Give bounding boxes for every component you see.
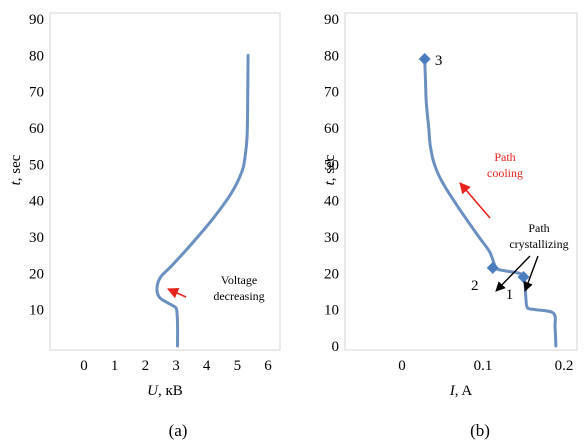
x-tick-label: 6 <box>264 358 272 374</box>
annotation-text: Voltage <box>221 273 257 287</box>
y-tick-label: 30 <box>324 230 339 246</box>
series-line <box>423 57 558 348</box>
y-axis-label: t, sec <box>322 154 338 185</box>
panel-b-chart: 0 10 20 30 40 50 60 70 80 90 0 0.1 0.2 t, sec I, A (b) 1… <box>322 12 578 440</box>
y-tick-label: 20 <box>324 266 339 282</box>
y-tick-label: 40 <box>324 194 339 210</box>
x-tick-label: 1 <box>111 358 119 374</box>
annotation-path-cooling: Path cooling <box>459 150 523 219</box>
x-tick-label: 2 <box>142 358 150 374</box>
y-axis-label-unit: , sec <box>8 154 24 181</box>
plot-frame <box>344 12 578 351</box>
annotation-text: Path <box>494 150 515 164</box>
annotation-path-crystallizing: Path crystallizing <box>495 221 569 292</box>
annotation-voltage-decreasing: Voltage decreasing <box>166 273 265 303</box>
x-tick-label: 4 <box>203 358 211 374</box>
x-axis-label: U, кВ <box>147 383 183 399</box>
y-tick-label: 90 <box>324 12 339 28</box>
annotation-text: decreasing <box>213 289 264 303</box>
y-tick-label: 40 <box>29 194 44 210</box>
annotation-text: Path <box>528 221 549 235</box>
x-axis-label-var: I <box>449 383 456 399</box>
y-tick-label: 10 <box>324 303 339 319</box>
plot-frame <box>49 12 281 351</box>
panel-a-chart: 10 20 30 40 50 60 70 80 90 0 1 2 3 4 5 6 t, sec U, кВ (a) V… <box>8 12 281 440</box>
y-tick-label: 10 <box>29 303 44 319</box>
y-tick-label: 20 <box>29 266 44 282</box>
point-label-1: 1 <box>506 287 514 303</box>
y-tick-label: 0 <box>332 339 340 355</box>
annotation-arrow <box>523 255 539 292</box>
panel-label: (b) <box>470 421 490 440</box>
panel-label: (a) <box>169 421 188 440</box>
x-tick-label: 0 <box>398 358 406 374</box>
y-axis-label-var: t <box>322 180 338 185</box>
point-label-2: 2 <box>471 278 479 294</box>
x-tick-label: 0.1 <box>474 358 493 374</box>
y-tick-label: 30 <box>29 230 44 246</box>
y-tick-label: 60 <box>324 121 339 137</box>
x-axis-label-unit: , кВ <box>158 383 183 399</box>
annotation-text: crystallizing <box>509 237 568 251</box>
y-axis-label: t, sec <box>8 154 24 185</box>
y-tick-label: 50 <box>29 157 44 173</box>
x-axis-label: I, A <box>449 383 473 399</box>
x-axis-label-unit: , A <box>455 383 473 399</box>
y-tick-label: 70 <box>29 85 44 101</box>
point-label-3: 3 <box>435 53 443 69</box>
y-tick-label: 70 <box>324 85 339 101</box>
x-tick-label: 3 <box>172 358 180 374</box>
y-axis-label-unit: , sec <box>322 154 338 181</box>
point-marker-2 <box>486 261 499 274</box>
x-tick-label: 0.2 <box>555 358 574 374</box>
y-tick-label: 80 <box>29 48 44 64</box>
annotation-arrow <box>459 182 491 219</box>
series-line <box>155 53 250 348</box>
y-tick-label: 80 <box>324 48 339 64</box>
x-axis-label-var: U <box>147 383 159 399</box>
point-marker-1 <box>517 270 530 283</box>
y-tick-label: 90 <box>29 12 44 28</box>
x-tick-label: 5 <box>234 358 242 374</box>
y-axis-label-var: t <box>8 180 24 185</box>
annotation-arrow <box>495 255 531 292</box>
annotation-text: cooling <box>487 166 523 180</box>
annotation-arrow <box>166 287 187 299</box>
y-tick-label: 60 <box>29 121 44 137</box>
y-tick-label: 50 <box>324 157 339 173</box>
point-marker-3 <box>418 52 431 65</box>
x-tick-label: 0 <box>80 358 88 374</box>
